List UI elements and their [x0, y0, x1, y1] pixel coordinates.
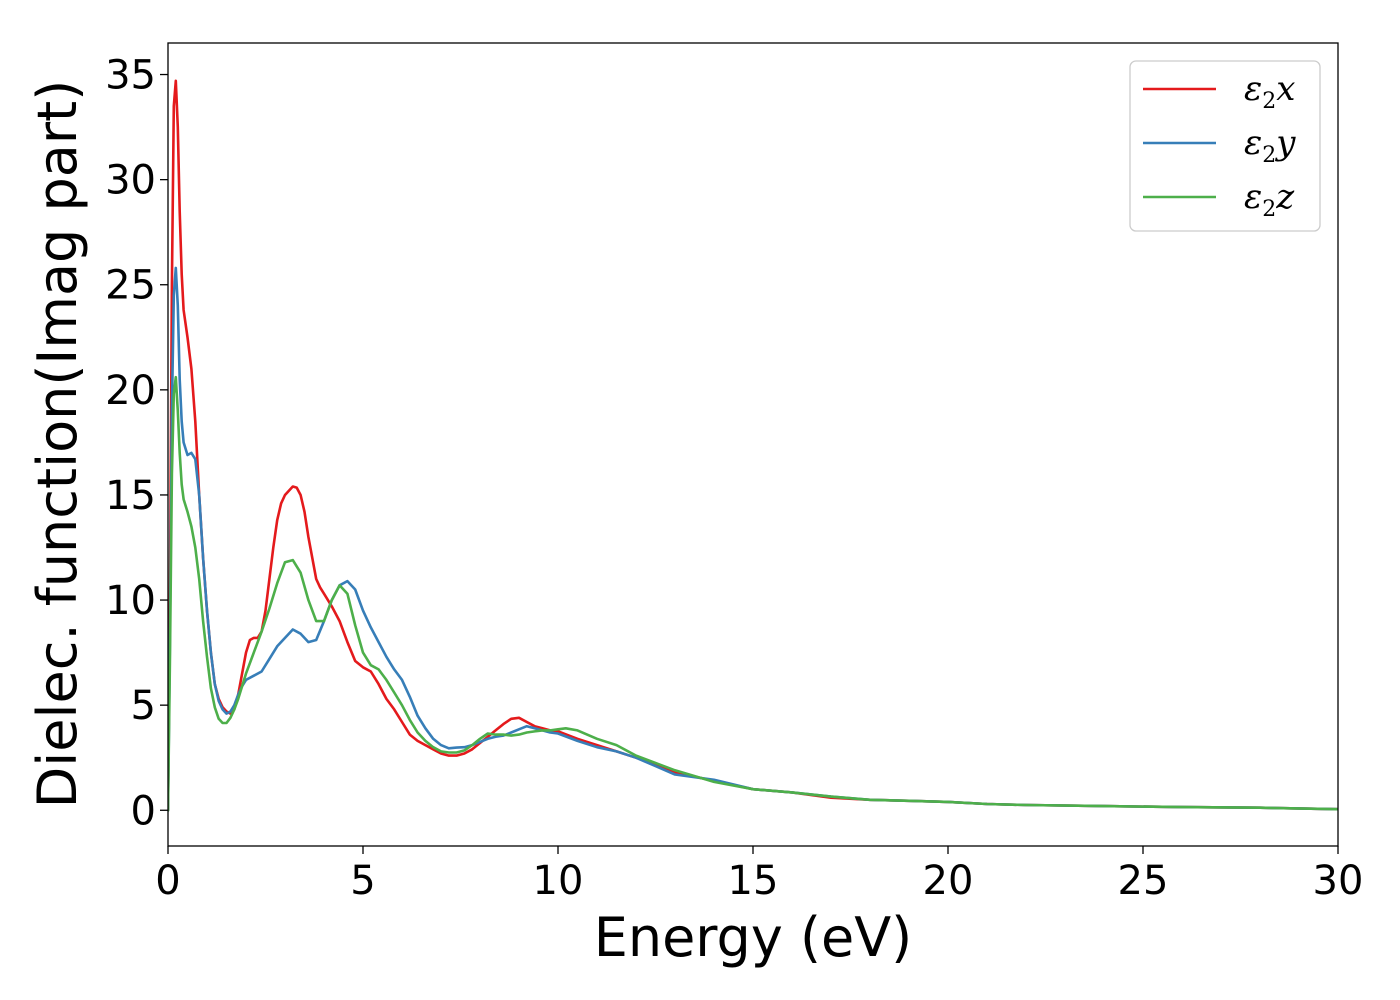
legend-label-z: ε2z: [1244, 177, 1295, 222]
y-axis: 0 5 10 15 20 25 30 35: [105, 53, 168, 834]
series-line-z: [168, 375, 1338, 812]
x-tick-label: 25: [1118, 858, 1169, 904]
x-axis-title: Energy (eV): [594, 906, 913, 969]
legend: ε2x ε2y ε2z: [1129, 60, 1321, 232]
legend-label-x: ε2x: [1244, 69, 1295, 114]
y-tick-label: 25: [105, 263, 156, 309]
x-tick-label: 20: [923, 858, 974, 904]
x-tick-label: 15: [728, 858, 779, 904]
y-tick-label: 10: [105, 578, 156, 624]
x-tick-label: 5: [350, 858, 375, 904]
y-tick-label: 0: [131, 788, 156, 834]
y-axis-title: Dielec. function(Imag part): [26, 80, 89, 809]
y-tick-label: 5: [131, 683, 156, 729]
x-tick-label: 10: [533, 858, 584, 904]
x-axis: 0 5 10 15 20 25 30: [155, 846, 1363, 904]
legend-label-y: ε2y: [1244, 123, 1296, 168]
x-tick-label: 30: [1313, 858, 1364, 904]
y-tick-label: 30: [105, 158, 156, 204]
series-line-y: [168, 266, 1338, 812]
x-tick-label: 0: [155, 858, 180, 904]
y-tick-label: 15: [105, 473, 156, 519]
legend-frame: [1129, 60, 1321, 232]
y-tick-label: 20: [105, 368, 156, 414]
series-layer: [168, 79, 1338, 812]
y-tick-label: 35: [105, 53, 156, 99]
